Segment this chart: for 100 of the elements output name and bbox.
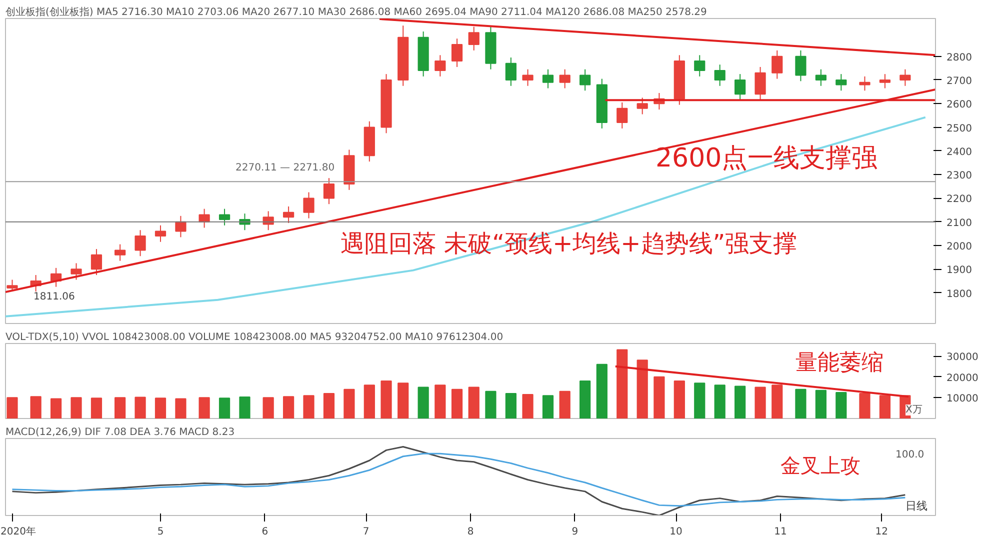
- bar: [282, 396, 294, 418]
- annotation: 1811.06: [34, 292, 75, 302]
- bar: [344, 388, 355, 418]
- candlestick: [694, 54, 706, 77]
- y-tick-label: 2000: [946, 241, 972, 252]
- bar: [654, 376, 665, 418]
- bar: [398, 382, 409, 418]
- candlestick: [859, 76, 870, 92]
- y-tick-label: 1800: [946, 288, 972, 300]
- bar: [50, 398, 62, 418]
- bar: [485, 390, 496, 418]
- bar: [836, 392, 847, 418]
- bar: [815, 390, 826, 418]
- y-tick-label: 30000: [946, 352, 978, 363]
- bar: [30, 396, 42, 418]
- y-tick-label: 2400: [946, 146, 972, 158]
- y-tick-label: 20000: [946, 372, 978, 384]
- candlestick: [134, 230, 146, 257]
- candlestick: [772, 50, 783, 80]
- candlestick: [218, 208, 230, 226]
- bar: [114, 397, 126, 418]
- bar: [795, 388, 806, 418]
- y-tick-label: 2600: [946, 100, 972, 111]
- annotation: X万: [906, 404, 922, 416]
- bar: [198, 397, 210, 418]
- bar: [596, 364, 608, 418]
- bar: [418, 386, 429, 418]
- bar: [468, 386, 480, 418]
- bar: [6, 397, 18, 418]
- candlestick: [6, 279, 18, 291]
- candlestick: [282, 206, 294, 224]
- candlestick: [114, 244, 126, 262]
- y-tick-label: 2500: [946, 123, 972, 134]
- candlestick: [434, 54, 446, 77]
- bar: [380, 380, 392, 418]
- candlestick: [714, 64, 726, 86]
- candlestick: [90, 248, 102, 276]
- candlestick: [468, 26, 480, 51]
- line-series: [6, 116, 926, 318]
- bar: [154, 398, 166, 418]
- candlestick: [815, 68, 826, 86]
- candlestick: [580, 68, 591, 92]
- bar: [714, 384, 726, 418]
- candlestick: [323, 178, 335, 205]
- annotation: 金叉上攻: [780, 454, 860, 478]
- candlestick: [879, 74, 891, 89]
- candlestick: [616, 102, 628, 129]
- candlestick: [636, 97, 648, 115]
- candlestick: [900, 68, 911, 86]
- y-tick-label: 2100: [946, 218, 972, 229]
- bar: [559, 390, 570, 418]
- x-tick-label: 6: [262, 526, 268, 538]
- bar: [859, 393, 870, 418]
- y-tick-label: 2700: [946, 76, 972, 87]
- bar: [674, 380, 685, 418]
- annotation: 100.0: [896, 450, 924, 460]
- candlestick: [522, 68, 534, 86]
- chart-subtitle: MACD(12,26,9) DIF 7.08 DEA 3.76 MACD 8.23: [6, 427, 235, 438]
- x-tick-label: 11: [774, 526, 787, 538]
- candlestick: [795, 50, 806, 82]
- candlestick: [505, 57, 516, 86]
- bar: [636, 360, 648, 418]
- annotation: 日线: [906, 500, 928, 512]
- bar: [879, 395, 891, 418]
- candlestick: [734, 74, 746, 101]
- bar: [772, 384, 783, 418]
- bar: [754, 386, 766, 418]
- x-tick-label: 12: [875, 526, 888, 538]
- bar: [90, 398, 102, 418]
- x-tick-label: 2020年: [0, 526, 36, 538]
- bar: [134, 396, 146, 418]
- bar: [694, 382, 706, 418]
- candlestick: [303, 192, 314, 219]
- y-tick-label: 2300: [946, 170, 972, 182]
- candlestick: [559, 68, 570, 89]
- chart-subtitle: 创业板指(创业板指) MA5 2716.30 MA10 2703.06 MA20 2677.10 MA30 2686.08 MA60 2695.04 MA90 2711.04 MA120 2686.08 MA250 2578.29: [6, 6, 707, 18]
- bar: [734, 386, 746, 418]
- bar: [218, 398, 230, 418]
- bar: [175, 398, 186, 418]
- y-tick-label: 1900: [946, 265, 972, 276]
- bar: [522, 394, 534, 418]
- annotation: 2270.11 — 2271.80: [236, 162, 335, 174]
- candlestick: [451, 38, 463, 68]
- x-tick-label: 8: [467, 526, 474, 538]
- x-tick-label: 10: [670, 526, 682, 538]
- bar: [580, 380, 591, 418]
- bar: [262, 397, 274, 418]
- x-tick-label: 5: [157, 526, 164, 538]
- x-tick-label: 9: [572, 526, 578, 538]
- bar: [542, 395, 554, 418]
- chart-subtitle: VOL-TDX(5,10) VVOL 108423008.00 VOLUME 108423008.00 MA5 93204752.00 MA10 97612304.00: [6, 332, 504, 343]
- y-tick-label: 2800: [946, 52, 972, 64]
- candlestick: [198, 208, 210, 228]
- candlestick: [175, 215, 186, 238]
- candlestick: [542, 68, 554, 89]
- bar: [364, 384, 375, 418]
- bar: [70, 397, 82, 418]
- candlestick: [154, 224, 166, 242]
- y-tick-label: 2200: [946, 194, 972, 206]
- bar: [239, 396, 250, 418]
